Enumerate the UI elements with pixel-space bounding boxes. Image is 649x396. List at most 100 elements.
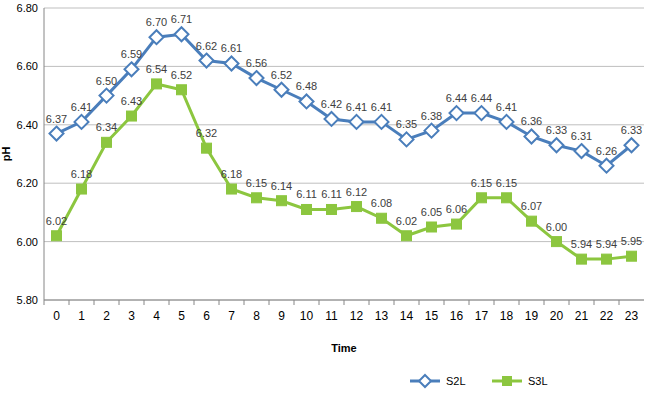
marker: [527, 216, 537, 226]
data-label: 6.15: [246, 177, 267, 189]
x-tick-label: 21: [575, 309, 589, 323]
x-tick: [469, 300, 470, 305]
legend-marker: [419, 375, 431, 387]
data-label: 6.48: [296, 80, 317, 92]
marker: [500, 115, 514, 129]
x-tick: [319, 300, 320, 305]
data-label: 6.11: [296, 188, 317, 200]
x-tick-label: 14: [400, 309, 414, 323]
data-label: 6.62: [196, 40, 217, 52]
marker: [102, 137, 112, 147]
x-tick: [69, 300, 70, 305]
data-label: 6.07: [521, 200, 542, 212]
marker: [275, 83, 289, 97]
marker: [377, 213, 387, 223]
marker: [350, 115, 364, 129]
plot-area: [50, 27, 639, 264]
marker: [577, 254, 587, 264]
marker: [427, 222, 437, 232]
marker: [175, 27, 189, 41]
data-label: 5.94: [571, 238, 592, 250]
data-label: 6.41: [71, 101, 92, 113]
marker: [225, 56, 239, 70]
x-tick: [344, 300, 345, 305]
data-label: 6.37: [46, 113, 67, 125]
grid-line: [44, 8, 644, 9]
data-label: 6.70: [146, 16, 167, 28]
data-label: 6.12: [346, 186, 367, 198]
marker: [552, 237, 562, 247]
data-label: 6.41: [496, 101, 517, 113]
data-label: 5.95: [621, 235, 642, 247]
legend-symbol: [502, 376, 512, 386]
x-tick: [44, 300, 45, 305]
x-tick-label: 20: [550, 309, 564, 323]
marker: [325, 112, 339, 126]
marker: [450, 106, 464, 120]
marker: [227, 184, 237, 194]
x-tick-label: 5: [178, 309, 185, 323]
x-tick-label: 12: [350, 309, 364, 323]
marker: [625, 138, 639, 152]
y-tick-label: 6.40: [17, 119, 38, 131]
marker: [250, 71, 264, 85]
x-tick: [569, 300, 570, 305]
data-label: 6.18: [221, 168, 242, 180]
marker: [600, 159, 614, 173]
data-label: 6.34: [96, 121, 117, 133]
x-tick: [494, 300, 495, 305]
marker: [575, 144, 589, 158]
data-label: 6.32: [196, 127, 217, 139]
marker: [50, 127, 64, 141]
data-label: 6.41: [371, 101, 392, 113]
data-label: 6.33: [546, 124, 567, 136]
x-tick-label: 10: [300, 309, 314, 323]
marker: [202, 143, 212, 153]
data-label: 6.36: [521, 115, 542, 127]
x-tick: [194, 300, 195, 305]
data-label: 6.06: [446, 203, 467, 215]
marker: [602, 254, 612, 264]
marker: [52, 231, 62, 241]
y-axis: [44, 8, 45, 300]
x-tick: [219, 300, 220, 305]
x-tick: [269, 300, 270, 305]
x-tick: [169, 300, 170, 305]
data-label: 6.54: [146, 63, 167, 75]
marker: [125, 62, 139, 76]
data-label: 6.59: [121, 48, 142, 60]
data-label: 6.44: [446, 92, 467, 104]
x-tick-label: 9: [278, 309, 285, 323]
x-tick-label: 1: [78, 309, 85, 323]
marker: [150, 30, 164, 44]
x-tick-label: 23: [625, 309, 639, 323]
x-tick-label: 16: [450, 309, 464, 323]
series-line: [57, 84, 632, 259]
data-label: 6.15: [471, 177, 492, 189]
x-tick-label: 3: [128, 309, 135, 323]
x-tick-label: 2: [103, 309, 110, 323]
data-label: 6.52: [271, 69, 292, 81]
marker: [152, 79, 162, 89]
x-tick-label: 19: [525, 309, 539, 323]
x-tick: [444, 300, 445, 305]
x-tick-label: 13: [375, 309, 389, 323]
marker: [177, 85, 187, 95]
marker: [477, 193, 487, 203]
data-label: 6.15: [496, 177, 517, 189]
data-label: 6.11: [321, 188, 342, 200]
x-tick: [594, 300, 595, 305]
y-tick-label: 6.20: [17, 177, 38, 189]
data-label: 6.14: [271, 180, 292, 192]
x-tick-label: 18: [500, 309, 514, 323]
x-tick-label: 0: [53, 309, 60, 323]
data-label: 6.26: [596, 145, 617, 157]
marker: [277, 196, 287, 206]
marker: [502, 193, 512, 203]
data-label: 6.42: [321, 98, 342, 110]
marker: [550, 138, 564, 152]
legend-marker: [502, 376, 512, 386]
data-labels: 6.376.416.506.596.706.716.626.616.566.52…: [46, 13, 642, 250]
data-label: 6.52: [171, 69, 192, 81]
marker: [452, 219, 462, 229]
